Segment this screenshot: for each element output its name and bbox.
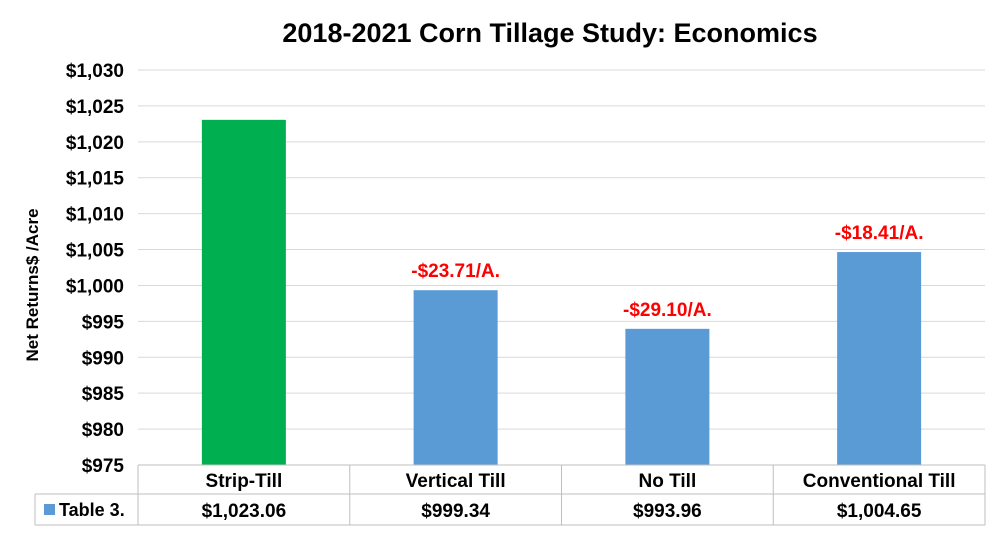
- bar: [625, 328, 710, 465]
- data-table-value: $993.96: [633, 501, 702, 522]
- x-tick-label: Strip-Till: [206, 471, 283, 492]
- y-tick-label: $1,000: [66, 276, 124, 297]
- y-tick-label: $1,005: [66, 241, 125, 262]
- bar-annotations: -$23.71/A. -$29.10/A. -$18.41/A.: [411, 223, 923, 321]
- x-tick-label: Vertical Till: [406, 471, 506, 492]
- y-tick-label: $1,015: [66, 169, 125, 190]
- data-table-value: $1,004.65: [837, 501, 922, 522]
- y-tick-label: $1,020: [66, 133, 124, 154]
- bars: [201, 119, 922, 465]
- bar: [837, 252, 922, 465]
- data-table: Strip-Till $1,023.06 Vertical Till $999.34 N…: [34, 464, 986, 526]
- bar-annotation: -$23.71/A.: [411, 261, 500, 282]
- y-tick-label: $980: [82, 420, 124, 441]
- legend-marker: [44, 504, 55, 515]
- y-tick-label: $1,030: [66, 61, 124, 82]
- y-tick-label: $1,025: [66, 97, 125, 118]
- bar: [413, 290, 498, 465]
- x-tick-label: No Till: [639, 471, 697, 492]
- bar-annotation: -$18.41/A.: [835, 223, 924, 244]
- chart-title: 2018-2021 Corn Tillage Study: Economics: [282, 18, 817, 48]
- data-table-value: $999.34: [421, 501, 490, 522]
- y-tick-label: $990: [82, 348, 124, 369]
- y-tick-label: $1,010: [66, 205, 124, 226]
- legend-series-name: Table 3.: [59, 500, 125, 520]
- y-tick-label: $985: [82, 384, 125, 405]
- data-table-value: $1,023.06: [202, 501, 287, 522]
- y-tick-label: $975: [82, 456, 125, 477]
- y-tick-label: $995: [82, 312, 125, 333]
- bar: [201, 119, 286, 465]
- bar-annotation: -$29.10/A.: [623, 300, 712, 321]
- y-tick-labels: $975 $980 $985 $990 $995 $1,000 $1,005 $1,010 $1…: [66, 61, 125, 477]
- y-axis-label: Net Returns$ /Acre: [23, 208, 42, 361]
- x-tick-label: Conventional Till: [803, 471, 956, 492]
